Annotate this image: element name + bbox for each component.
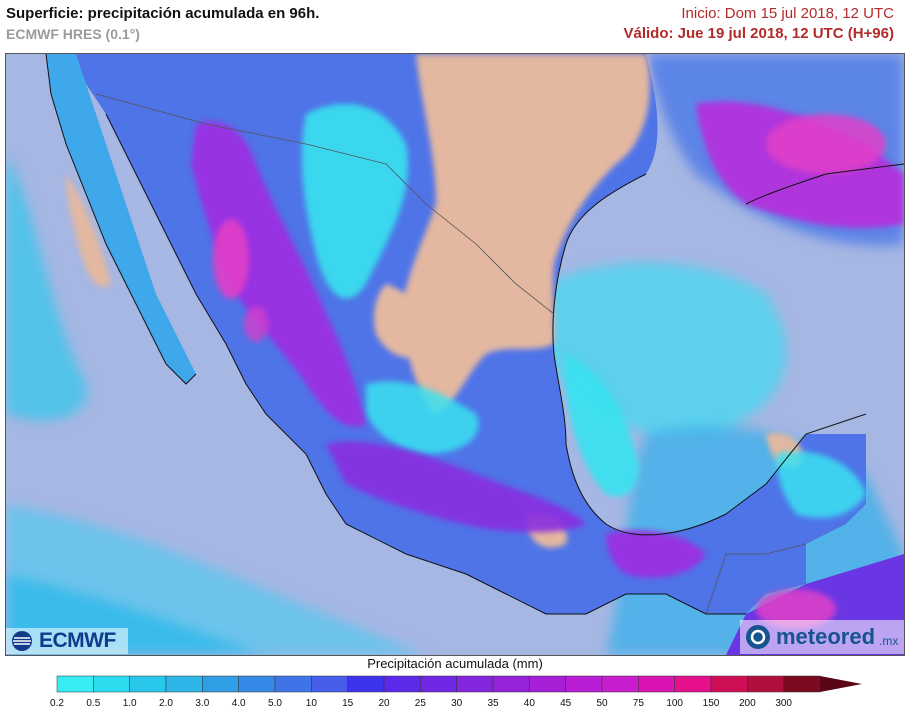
scale-swatch	[747, 675, 784, 693]
scale-overflow-arrow	[820, 676, 862, 692]
scale-tick-label: 150	[702, 698, 720, 709]
ecmwf-logo-text: ECMWF	[39, 629, 116, 652]
scale-tick-label: 45	[560, 698, 572, 709]
header-right: Inicio: Dom 15 jul 2018, 12 UTC Válido: …	[623, 4, 894, 44]
scale-tick-label: 1.0	[122, 698, 137, 709]
scale-tick-label: 40	[523, 698, 535, 709]
extreme-rain-areas	[213, 114, 886, 629]
scale-swatch	[492, 675, 530, 693]
scale-swatch	[710, 675, 748, 693]
scale-swatch	[420, 675, 457, 693]
scale-tick-label: 75	[632, 698, 644, 709]
scale-tick-label: 300	[775, 698, 792, 709]
header-left: Superficie: precipitación acumulada en 9…	[6, 4, 319, 44]
model-label: ECMWF HRES (0.1°)	[6, 26, 140, 42]
scale-swatch	[529, 675, 566, 693]
scale-swatch	[274, 675, 312, 693]
scale-swatch	[674, 675, 712, 693]
scale-tick-label: 10	[305, 698, 317, 709]
scale-swatch	[56, 675, 94, 693]
light-rain-areas	[301, 104, 866, 518]
scale-tick-label: 2.0	[159, 698, 173, 709]
map-title: Superficie: precipitación acumulada en 9…	[6, 5, 320, 22]
dry-land-areas	[66, 54, 802, 548]
meteored-logo-text: meteored	[776, 624, 876, 649]
scale-tick-label: 5.0	[268, 698, 282, 709]
scale-tick-label: 30	[451, 698, 463, 709]
scale-swatch	[129, 675, 167, 693]
scale-tick-label: 3.0	[195, 698, 210, 709]
ecmwf-logo: ECMWF	[6, 628, 128, 654]
scale-tick-label: 0.2	[50, 698, 64, 709]
scale-swatch	[456, 675, 494, 693]
scale-tick-label: 35	[487, 698, 499, 709]
scale-swatch	[238, 675, 276, 693]
meteored-cloud-icon	[746, 625, 770, 649]
scale-tick-label: 20	[378, 698, 390, 709]
scale-tick-label: 15	[342, 698, 354, 709]
coastlines	[45, 54, 904, 615]
scale-tick-label: 0.5	[86, 698, 101, 709]
scale-swatch	[93, 675, 130, 693]
scale-tick-label: 25	[414, 698, 426, 709]
scale-swatch	[601, 675, 639, 693]
scale-swatch	[383, 675, 421, 693]
political-borders	[95, 93, 807, 615]
precipitation-map	[5, 53, 905, 656]
meteored-logo-tld: .mx	[879, 634, 899, 648]
scale-tick-label: 100	[666, 698, 683, 709]
scale-swatch	[783, 675, 821, 693]
legend-title: Precipitación acumulada (mm)	[367, 656, 543, 671]
scale-swatch	[165, 675, 203, 693]
meteored-logo: meteored .mx	[740, 620, 904, 654]
scale-swatch	[202, 675, 239, 693]
valid-time: Válido: Jue 19 jul 2018, 12 UTC (H+96)	[623, 25, 894, 42]
scale-swatch	[565, 675, 603, 693]
scale-tick-label: 4.0	[231, 698, 246, 709]
scale-swatch	[347, 675, 385, 693]
scale-swatch	[638, 675, 675, 693]
scale-swatch	[311, 675, 348, 693]
scale-tick-label: 200	[738, 698, 756, 709]
ecmwf-globe-icon	[12, 631, 32, 651]
init-time: Inicio: Dom 15 jul 2018, 12 UTC	[681, 5, 894, 22]
scale-tick-label: 50	[596, 698, 608, 709]
map-canvas	[6, 54, 904, 655]
color-scale	[56, 675, 862, 693]
